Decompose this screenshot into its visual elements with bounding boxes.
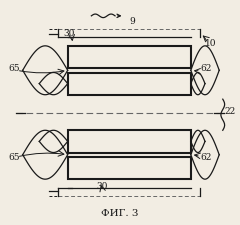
Text: 30: 30 bbox=[63, 29, 74, 38]
Text: 65: 65 bbox=[8, 64, 20, 73]
Text: 9: 9 bbox=[129, 17, 135, 26]
Text: 65: 65 bbox=[8, 153, 20, 162]
Text: 62: 62 bbox=[200, 153, 212, 162]
Text: 22: 22 bbox=[224, 107, 236, 116]
Text: 62: 62 bbox=[200, 64, 212, 73]
Text: 30: 30 bbox=[96, 182, 108, 191]
Text: 10: 10 bbox=[205, 39, 216, 48]
Text: ФИГ. 3: ФИГ. 3 bbox=[101, 209, 138, 218]
